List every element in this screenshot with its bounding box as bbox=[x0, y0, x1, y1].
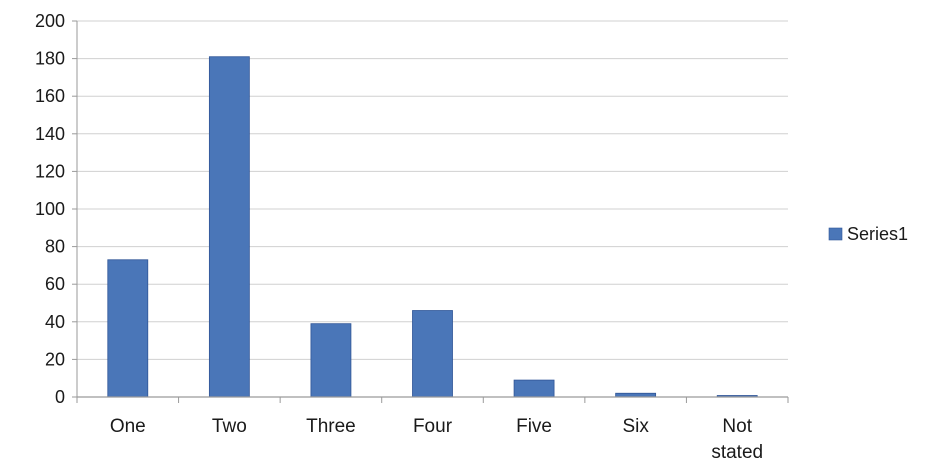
y-tick-label: 160 bbox=[35, 86, 65, 106]
x-axis bbox=[76, 21, 789, 403]
y-axis-tick-labels: 0 20 40 60 80 100 120 140 160 180 200 bbox=[35, 11, 77, 407]
x-category-label: Not stated bbox=[711, 416, 763, 461]
y-tick-label: 20 bbox=[45, 349, 65, 369]
y-tick-label: 180 bbox=[35, 49, 65, 69]
x-category-label-line: One bbox=[110, 416, 146, 437]
x-category-label-line: Two bbox=[212, 416, 247, 437]
legend: Series1 bbox=[828, 224, 908, 244]
x-category-label: Four bbox=[413, 416, 453, 437]
y-tick-label: 80 bbox=[45, 237, 65, 257]
y-tick-label: 60 bbox=[45, 274, 65, 294]
y-tick-label: 120 bbox=[35, 161, 65, 181]
x-category-label: One bbox=[110, 416, 146, 437]
y-tick-label: 0 bbox=[55, 387, 65, 407]
legend-label: Series1 bbox=[847, 224, 908, 244]
x-category-label: Six bbox=[622, 416, 649, 437]
x-category-label: Two bbox=[212, 416, 247, 437]
x-category-label-line: stated bbox=[711, 442, 763, 461]
y-tick-label: 200 bbox=[35, 11, 65, 31]
x-category-label-line: Four bbox=[413, 416, 453, 437]
x-category-label: Five bbox=[516, 416, 552, 437]
legend-swatch bbox=[828, 227, 843, 241]
y-tick-label: 100 bbox=[35, 199, 65, 219]
y-tick-label: 140 bbox=[35, 124, 65, 144]
x-category-label-line: Six bbox=[622, 416, 649, 437]
bar-five bbox=[513, 379, 555, 398]
bars bbox=[107, 56, 758, 398]
bar-four bbox=[412, 310, 453, 398]
bar-three bbox=[310, 323, 352, 398]
gridlines bbox=[77, 20, 788, 360]
x-category-label: Three bbox=[306, 416, 356, 437]
y-tick-label: 40 bbox=[45, 312, 65, 332]
x-category-label-line: Five bbox=[516, 416, 552, 437]
x-axis-category-labels: One Two Three Four Five Six Not stated bbox=[110, 416, 763, 461]
x-category-label-line: Not bbox=[722, 416, 752, 437]
x-category-label-line: Three bbox=[306, 416, 356, 437]
bar-one bbox=[107, 259, 149, 398]
bar-two bbox=[208, 56, 250, 398]
